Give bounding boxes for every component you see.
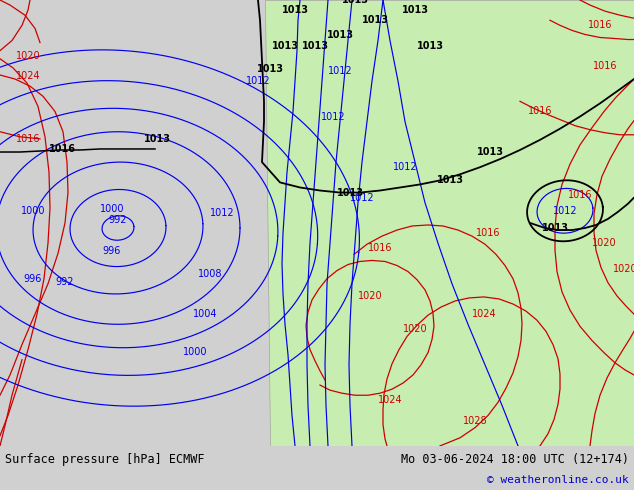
Text: 1024: 1024 — [472, 309, 496, 319]
Text: 1013: 1013 — [477, 147, 503, 157]
Text: 1016: 1016 — [16, 134, 40, 144]
Text: 1013: 1013 — [342, 0, 368, 5]
Text: 1028: 1028 — [463, 416, 488, 425]
Text: 1024: 1024 — [378, 395, 403, 405]
Text: 1020: 1020 — [16, 51, 41, 61]
Text: Mo 03-06-2024 18:00 UTC (12+174): Mo 03-06-2024 18:00 UTC (12+174) — [401, 453, 629, 466]
Text: 1013: 1013 — [401, 5, 429, 15]
Text: 1012: 1012 — [553, 206, 578, 216]
Text: Surface pressure [hPa] ECMWF: Surface pressure [hPa] ECMWF — [5, 453, 205, 466]
Text: 992: 992 — [56, 277, 74, 287]
Text: 1012: 1012 — [210, 208, 235, 218]
Text: 1013: 1013 — [337, 188, 363, 197]
Text: 1013: 1013 — [417, 41, 444, 50]
Text: 1020: 1020 — [612, 264, 634, 273]
Text: 1016: 1016 — [368, 244, 392, 253]
Text: 1013: 1013 — [361, 15, 389, 25]
Text: 1004: 1004 — [193, 309, 217, 319]
Text: 1016: 1016 — [476, 228, 500, 238]
Text: 1013: 1013 — [302, 41, 328, 50]
Text: 1012: 1012 — [392, 162, 417, 172]
Text: 996: 996 — [24, 274, 42, 284]
Text: 1008: 1008 — [198, 269, 223, 279]
Text: 1012: 1012 — [246, 76, 270, 86]
Text: 1020: 1020 — [403, 324, 427, 334]
Text: 1013: 1013 — [436, 175, 463, 185]
Text: 1013: 1013 — [541, 223, 569, 233]
Text: 1013: 1013 — [143, 134, 171, 144]
Polygon shape — [265, 0, 634, 446]
Text: 1013: 1013 — [281, 5, 309, 15]
Text: 1012: 1012 — [321, 112, 346, 122]
Text: 1000: 1000 — [21, 206, 45, 216]
Text: 1000: 1000 — [100, 204, 124, 214]
Text: © weatheronline.co.uk: © weatheronline.co.uk — [488, 475, 629, 485]
Text: 1013: 1013 — [327, 30, 354, 41]
Text: 1016: 1016 — [527, 106, 552, 117]
Text: 1013: 1013 — [257, 64, 283, 74]
Text: 996: 996 — [103, 246, 121, 256]
Text: 1024: 1024 — [16, 71, 41, 81]
Text: 1020: 1020 — [592, 238, 616, 248]
Text: 1013: 1013 — [271, 41, 299, 50]
Text: 1012: 1012 — [350, 193, 374, 202]
Text: 1016: 1016 — [593, 61, 618, 71]
Text: 1020: 1020 — [358, 291, 382, 301]
Text: 1016: 1016 — [568, 190, 592, 199]
Text: 992: 992 — [109, 215, 127, 225]
Text: 1012: 1012 — [328, 66, 353, 76]
Text: 1016: 1016 — [588, 21, 612, 30]
Text: 1000: 1000 — [183, 346, 207, 357]
Text: 1016: 1016 — [48, 144, 75, 154]
